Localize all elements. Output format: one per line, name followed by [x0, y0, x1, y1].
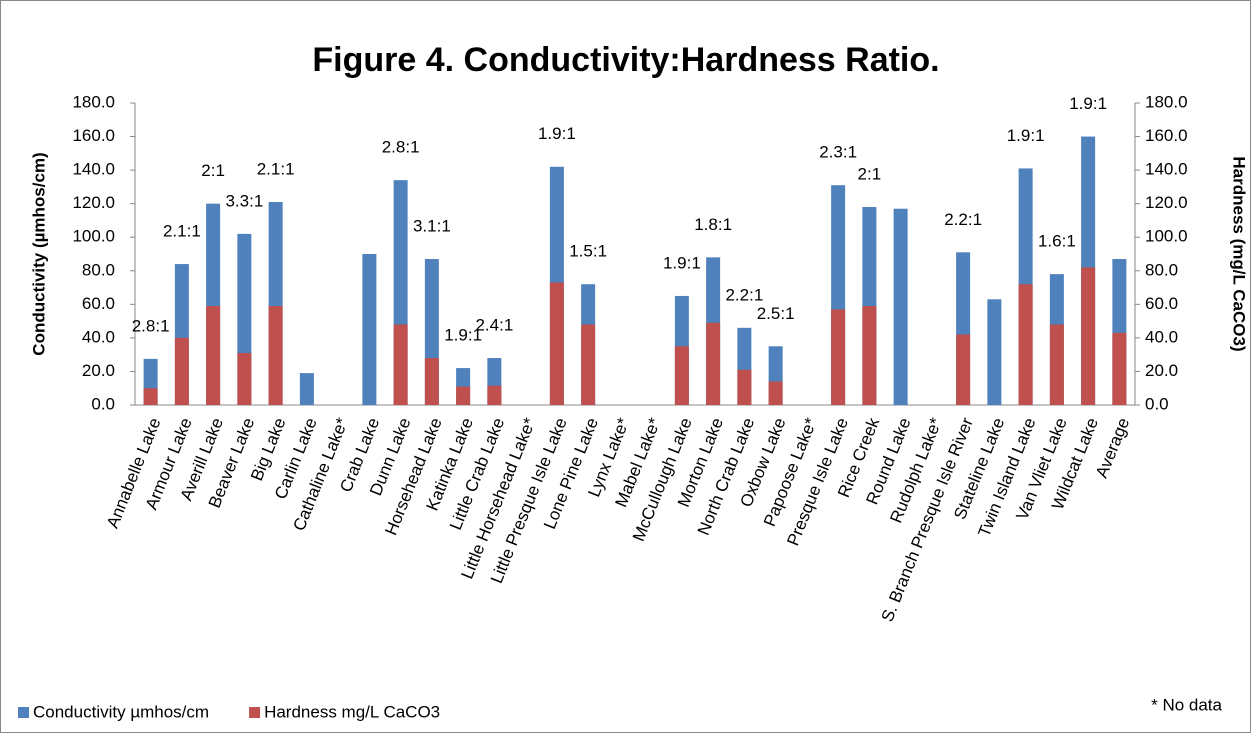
ratio-label: 2:1: [858, 165, 882, 184]
ratio-label: 1.8:1: [694, 215, 732, 234]
y2-tick-label: 20.0: [1145, 361, 1178, 380]
ratio-label: 2.5:1: [757, 304, 795, 323]
bar: [768, 381, 783, 405]
ratio-label: 1.6:1: [1038, 232, 1076, 251]
bar: [581, 324, 596, 405]
ratio-label: 3.3:1: [225, 191, 263, 210]
y2-axis-title: Hardness (mg/L CaCO3): [1230, 156, 1249, 351]
ratio-label: 1.9:1: [444, 326, 482, 345]
legend-label: Hardness mg/L CaCO3: [264, 702, 440, 721]
ratio-label: 2.2:1: [725, 285, 763, 304]
bar: [987, 299, 1002, 405]
bar: [706, 322, 721, 405]
bar: [893, 208, 908, 405]
y2-tick-label: 140.0: [1145, 160, 1188, 179]
bar: [1018, 284, 1033, 405]
ratio-label: 1.9:1: [663, 253, 701, 272]
y-tick-label: 140.0: [72, 160, 115, 179]
chart-title: Figure 4. Conductivity:Hardness Ratio.: [312, 41, 939, 79]
ratio-label: 1.9:1: [538, 124, 576, 143]
bar: [237, 352, 252, 405]
ratio-label: 2:1: [201, 161, 225, 180]
ratio-label: 2.2:1: [944, 210, 982, 229]
y-tick-label: 160.0: [72, 126, 115, 145]
bar: [268, 306, 283, 405]
bar: [674, 346, 689, 405]
ratio-label: 2.1:1: [257, 159, 295, 178]
y-tick-label: 60.0: [82, 294, 115, 313]
ratio-label: 2.4:1: [475, 316, 513, 335]
y2-tick-label: 40.0: [1145, 327, 1178, 346]
ratio-label: 2.3:1: [819, 143, 857, 162]
y2-tick-label: 160.0: [1145, 126, 1188, 145]
ratio-label: 3.1:1: [413, 217, 451, 236]
y-tick-label: 0.0: [91, 394, 115, 413]
bar: [143, 388, 158, 405]
y-axis-title: Conductivity (µmhos/cm): [29, 152, 48, 355]
ratio-label: 2.8:1: [382, 138, 420, 157]
y2-tick-label: 100.0: [1145, 227, 1188, 246]
legend-swatch: [249, 707, 261, 718]
ratio-label: 2.8:1: [132, 316, 170, 335]
y2-tick-label: 0.0: [1145, 394, 1169, 413]
y2-tick-label: 120.0: [1145, 193, 1188, 212]
bar: [299, 373, 314, 405]
y-tick-label: 180.0: [72, 92, 115, 111]
y-tick-label: 20.0: [82, 361, 115, 380]
bar: [549, 282, 564, 405]
bar: [1081, 267, 1096, 405]
y2-tick-label: 60.0: [1145, 294, 1178, 313]
bar: [456, 386, 471, 405]
ratio-label: 1.5:1: [569, 242, 607, 261]
legend-swatch: [18, 707, 29, 718]
bar: [206, 306, 221, 405]
bar: [831, 309, 846, 405]
bar: [424, 358, 439, 405]
y-tick-label: 100.0: [72, 227, 115, 246]
y-tick-label: 80.0: [82, 260, 115, 279]
bar: [487, 385, 502, 405]
ratio-label: 2.1:1: [163, 222, 201, 241]
y2-tick-label: 80.0: [1145, 260, 1178, 279]
bar: [1049, 324, 1064, 405]
note: * No data: [1151, 695, 1222, 714]
bar: [956, 334, 971, 405]
bar: [174, 337, 189, 405]
bar: [737, 369, 752, 405]
y-tick-label: 40.0: [82, 327, 115, 346]
ratio-label: 1.9:1: [1007, 126, 1045, 145]
bar: [362, 254, 377, 405]
ratio-label: 1.9:1: [1069, 94, 1107, 113]
bar: [1112, 332, 1127, 405]
y-tick-label: 120.0: [72, 193, 115, 212]
bar: [393, 324, 408, 405]
y2-tick-label: 180.0: [1145, 92, 1188, 111]
legend-label: Conductivity µmhos/cm: [33, 702, 209, 721]
bar: [862, 306, 877, 405]
